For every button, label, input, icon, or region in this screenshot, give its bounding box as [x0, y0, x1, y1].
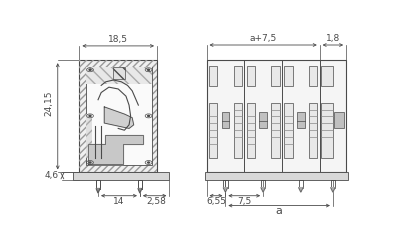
Polygon shape: [104, 107, 134, 128]
Bar: [297, 112, 305, 127]
Circle shape: [148, 162, 150, 163]
Bar: [86, 67, 152, 165]
Bar: [206, 60, 346, 172]
Text: 6,55: 6,55: [206, 197, 226, 206]
Bar: [259, 112, 267, 127]
Circle shape: [89, 115, 91, 116]
Bar: [205, 172, 348, 180]
Text: 7,5: 7,5: [237, 197, 251, 206]
Polygon shape: [138, 188, 142, 193]
Bar: [86, 114, 92, 158]
Bar: [284, 103, 292, 158]
Polygon shape: [88, 135, 143, 164]
Polygon shape: [331, 188, 335, 192]
Bar: [272, 103, 280, 158]
Text: 14: 14: [113, 197, 125, 206]
Text: 2,58: 2,58: [146, 197, 166, 206]
Text: a: a: [276, 206, 282, 216]
Bar: [309, 66, 318, 86]
Text: 24,15: 24,15: [44, 91, 53, 116]
Bar: [246, 103, 255, 158]
Text: 18,5: 18,5: [108, 34, 128, 44]
Polygon shape: [96, 188, 100, 193]
Bar: [309, 103, 318, 158]
Bar: [113, 67, 126, 79]
Bar: [80, 60, 157, 172]
Text: 1,8: 1,8: [326, 34, 340, 43]
Bar: [246, 66, 255, 86]
Circle shape: [148, 115, 150, 116]
Bar: [234, 103, 242, 158]
Bar: [86, 67, 152, 84]
Polygon shape: [261, 188, 265, 192]
Text: 4,6: 4,6: [44, 171, 59, 181]
Bar: [334, 112, 344, 127]
Circle shape: [89, 69, 91, 70]
Circle shape: [148, 69, 150, 70]
Bar: [222, 112, 229, 127]
Bar: [321, 103, 333, 158]
Bar: [73, 172, 169, 180]
Bar: [272, 66, 280, 86]
Text: a+7,5: a+7,5: [250, 34, 277, 43]
Bar: [234, 66, 242, 86]
Polygon shape: [299, 188, 303, 192]
Circle shape: [89, 162, 91, 163]
Polygon shape: [223, 188, 228, 192]
Bar: [80, 60, 157, 172]
Bar: [209, 103, 217, 158]
Bar: [209, 66, 217, 86]
Bar: [321, 66, 333, 86]
Bar: [284, 66, 292, 86]
